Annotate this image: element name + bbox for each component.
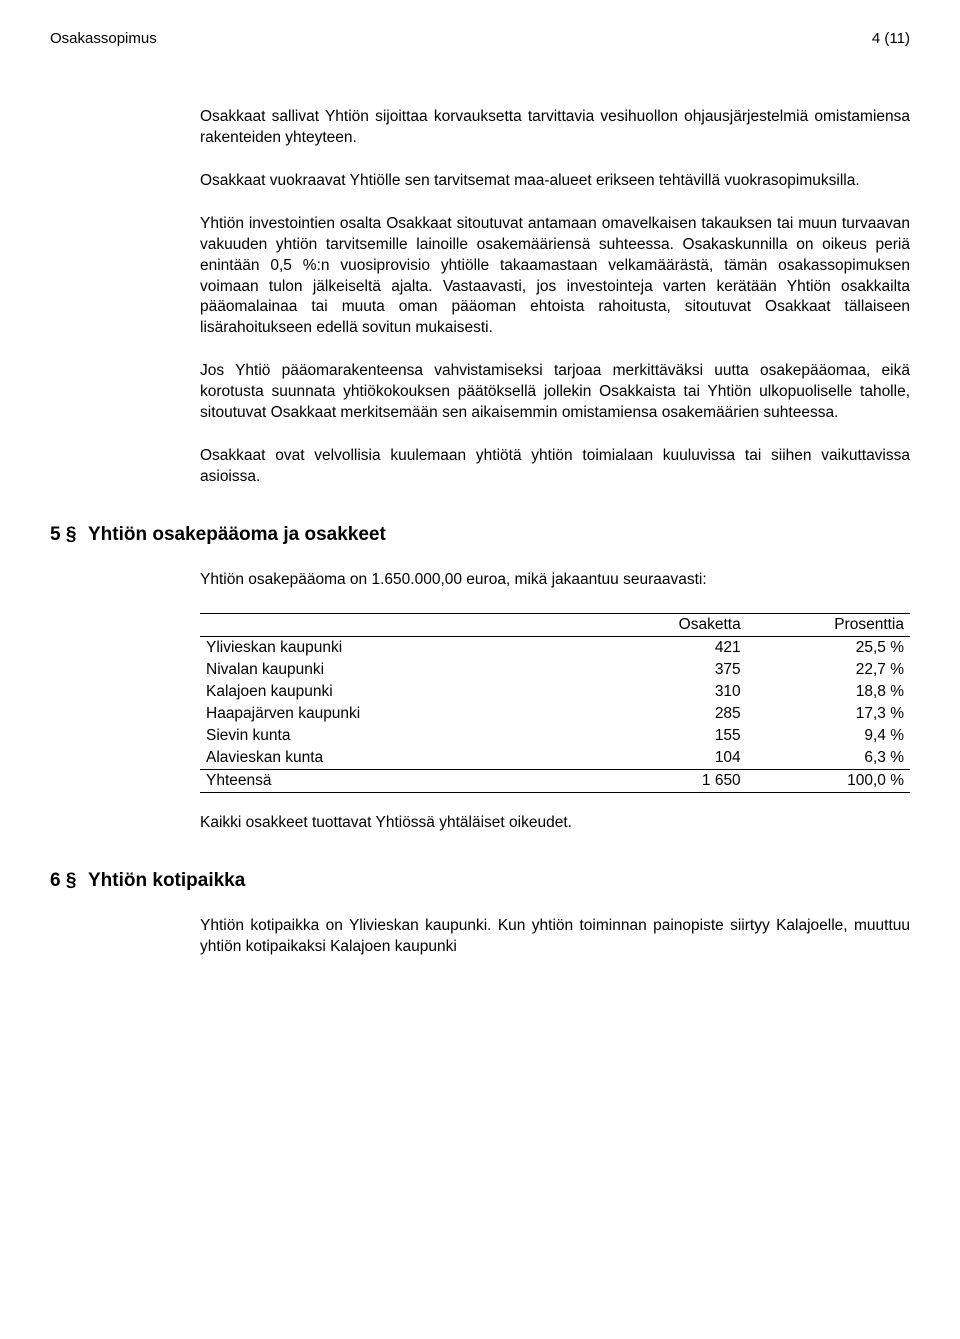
table-row: Sievin kunta 155 9,4 % xyxy=(200,725,910,747)
paragraph: Yhtiön kotipaikka on Ylivieskan kaupunki… xyxy=(200,916,910,958)
cell-shares: 285 xyxy=(591,703,747,725)
table-head-percent: Prosenttia xyxy=(747,613,910,636)
shares-table-body: Ylivieskan kaupunki 421 25,5 % Nivalan k… xyxy=(200,636,910,792)
table-row: Haapajärven kaupunki 285 17,3 % xyxy=(200,703,910,725)
shares-table: Osaketta Prosenttia Ylivieskan kaupunki … xyxy=(200,613,910,793)
table-row: Kalajoen kaupunki 310 18,8 % xyxy=(200,681,910,703)
cell-name: Alavieskan kunta xyxy=(200,747,591,770)
page-header: Osakassopimus 4 (11) xyxy=(50,30,910,47)
section-number: 6 § xyxy=(50,870,88,892)
cell-shares: 310 xyxy=(591,681,747,703)
cell-name: Nivalan kaupunki xyxy=(200,659,591,681)
doc-title: Osakassopimus xyxy=(50,30,157,47)
table-row-total: Yhteensä 1 650 100,0 % xyxy=(200,769,910,792)
paragraph: Osakkaat sallivat Yhtiön sijoittaa korva… xyxy=(200,107,910,149)
cell-name: Ylivieskan kaupunki xyxy=(200,636,591,659)
section-heading-5: 5 § Yhtiön osakepääoma ja osakkeet xyxy=(50,524,910,546)
paragraph: Yhtiön osakepääoma on 1.650.000,00 euroa… xyxy=(200,570,910,591)
section-title: Yhtiön kotipaikka xyxy=(88,870,245,892)
cell-percent: 22,7 % xyxy=(747,659,910,681)
cell-shares: 155 xyxy=(591,725,747,747)
paragraph: Kaikki osakkeet tuottavat Yhtiössä yhtäl… xyxy=(200,813,910,834)
cell-shares: 1 650 xyxy=(591,769,747,792)
body-column: Osakkaat sallivat Yhtiön sijoittaa korva… xyxy=(200,107,910,488)
cell-percent: 6,3 % xyxy=(747,747,910,770)
table-row: Alavieskan kunta 104 6,3 % xyxy=(200,747,910,770)
cell-name: Yhteensä xyxy=(200,769,591,792)
cell-percent: 100,0 % xyxy=(747,769,910,792)
section-title: Yhtiön osakepääoma ja osakkeet xyxy=(88,524,386,546)
table-head-empty xyxy=(200,613,591,636)
cell-name: Kalajoen kaupunki xyxy=(200,681,591,703)
paragraph: Osakkaat ovat velvollisia kuulemaan yhti… xyxy=(200,446,910,488)
cell-shares: 421 xyxy=(591,636,747,659)
section-heading-6: 6 § Yhtiön kotipaikka xyxy=(50,870,910,892)
cell-percent: 18,8 % xyxy=(747,681,910,703)
cell-percent: 25,5 % xyxy=(747,636,910,659)
table-head-shares: Osaketta xyxy=(591,613,747,636)
section-6-body: Yhtiön kotipaikka on Ylivieskan kaupunki… xyxy=(200,916,910,958)
paragraph: Osakkaat vuokraavat Yhtiölle sen tarvits… xyxy=(200,171,910,192)
table-header-row: Osaketta Prosenttia xyxy=(200,613,910,636)
page-number: 4 (11) xyxy=(872,30,910,47)
cell-percent: 17,3 % xyxy=(747,703,910,725)
cell-percent: 9,4 % xyxy=(747,725,910,747)
section-5-body: Yhtiön osakepääoma on 1.650.000,00 euroa… xyxy=(200,570,910,834)
table-row: Ylivieskan kaupunki 421 25,5 % xyxy=(200,636,910,659)
cell-shares: 104 xyxy=(591,747,747,770)
section-number: 5 § xyxy=(50,524,88,546)
paragraph: Jos Yhtiö pääomarakenteensa vahvistamise… xyxy=(200,361,910,424)
page: Osakassopimus 4 (11) Osakkaat sallivat Y… xyxy=(0,0,960,1339)
table-row: Nivalan kaupunki 375 22,7 % xyxy=(200,659,910,681)
paragraph: Yhtiön investointien osalta Osakkaat sit… xyxy=(200,214,910,340)
cell-name: Haapajärven kaupunki xyxy=(200,703,591,725)
cell-shares: 375 xyxy=(591,659,747,681)
cell-name: Sievin kunta xyxy=(200,725,591,747)
